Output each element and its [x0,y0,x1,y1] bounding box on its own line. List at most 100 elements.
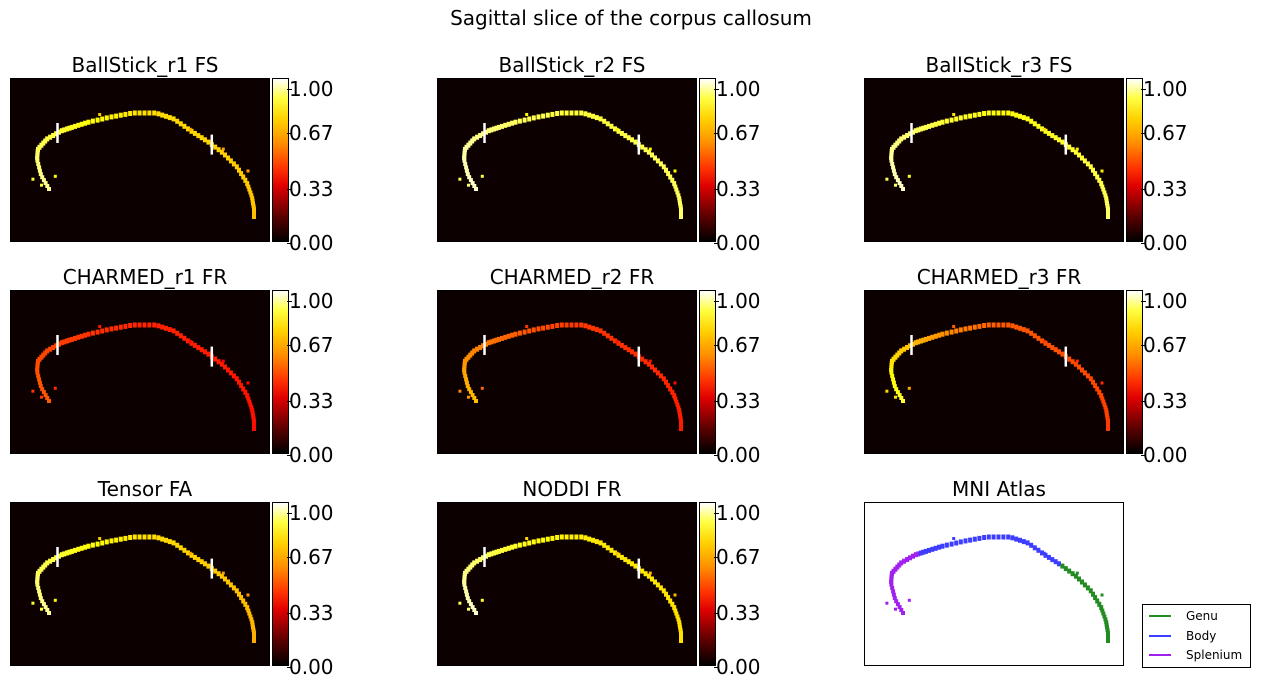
voxel [462,158,467,163]
voxel [506,545,511,551]
voxel [248,190,253,195]
voxel [619,130,624,136]
voxel [142,322,147,328]
voxel [1077,364,1081,370]
voxel [171,328,176,334]
voxel [53,598,57,602]
voxel [252,215,256,219]
colorbar-tick-mark [287,243,292,244]
voxel [958,539,963,545]
voxel [468,390,473,395]
voxel [655,370,660,376]
voxel [1018,113,1022,119]
voxel [1040,550,1044,556]
voxel [525,113,529,116]
voxel [213,568,218,574]
voxel [968,537,973,543]
parameter-map [10,78,270,242]
voxel [62,551,67,557]
colorbar-tick-mark [714,301,719,302]
voxel [579,110,584,116]
voxel [1032,333,1037,339]
voxel [250,620,255,625]
voxel [602,542,607,548]
voxel [609,335,614,341]
voxel [1088,588,1093,594]
voxel [462,370,467,375]
voxel [1043,552,1048,558]
voxel [1103,193,1108,198]
voxel [1088,376,1093,382]
voxel [643,571,648,577]
voxel [462,582,467,587]
map-image [458,534,683,643]
voxel [545,112,550,118]
voxel [1104,622,1109,627]
voxel [664,167,668,173]
voxel [937,332,942,338]
voxel [963,326,968,332]
voxel [245,605,250,611]
voxel [67,549,72,555]
voxel [986,110,991,116]
voxel [675,190,680,195]
voxel [564,534,569,540]
voxel [48,558,53,564]
voxel [670,177,675,183]
voxel [480,598,484,602]
map-image [458,322,683,431]
voxel [178,545,183,551]
voxel [38,172,43,177]
voxel [118,536,123,542]
voxel [513,119,518,125]
voxel [114,113,119,119]
colorbar-tick-label: 0.67 [1143,121,1188,145]
colorbar-tick-label: 0.33 [716,601,761,625]
voxel [246,593,250,597]
voxel [643,359,648,365]
voxel [541,537,546,543]
voxel [907,386,911,390]
voxel [64,550,69,556]
voxel [1029,542,1034,548]
voxel [83,120,88,126]
voxel [908,343,912,349]
voxel [484,553,488,559]
colorbar-tick-mark [714,455,719,456]
voxel [916,339,921,345]
voxel [891,592,896,597]
voxel [62,339,67,345]
voxel [245,393,250,399]
voxel [933,545,938,551]
voxel [940,331,945,337]
voxel [923,548,928,554]
voxel [100,116,105,122]
voxel [223,364,227,370]
voxel [38,384,43,389]
voxel [1095,174,1100,180]
voxel [963,114,968,120]
voxel [594,539,599,545]
voxel [494,549,499,555]
voxel [189,340,194,346]
colorbar-tick-label: 0.33 [289,177,334,201]
voxel [598,328,603,334]
colorbar-tick-label: 0.33 [1143,177,1188,201]
voxel [40,175,45,180]
panel-title: MNI Atlas [952,477,1046,501]
colorbar-tick-label: 0.67 [716,545,761,569]
voxel [175,118,180,124]
voxel [921,549,926,555]
voxel [525,325,529,328]
voxel [109,114,114,120]
voxel [1073,573,1078,579]
voxel [655,158,660,164]
colorbar-tick-label: 0.00 [716,655,761,679]
map-panel: BallStick_r1 FS 1.00 0.67 0.33 0.00 [10,52,410,253]
voxel [587,324,592,330]
voxel [885,601,889,605]
colorbar-tick-mark [714,189,719,190]
voxel [972,112,977,118]
voxel [243,389,248,395]
voxel [164,113,168,119]
